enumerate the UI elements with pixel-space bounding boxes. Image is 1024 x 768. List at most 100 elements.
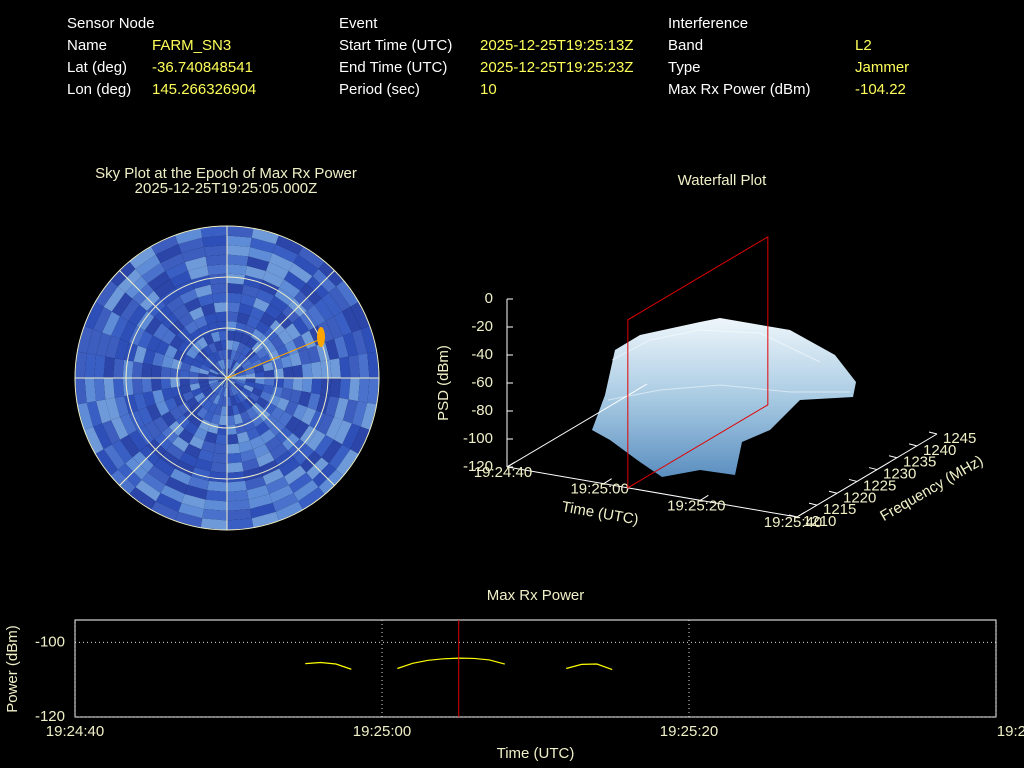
- sky-cell: [200, 384, 211, 393]
- sky-cell: [128, 304, 147, 326]
- sky-cell: [200, 226, 227, 238]
- sky-cell: [208, 402, 218, 414]
- sky-cell: [84, 426, 104, 454]
- sky-cell: [198, 324, 211, 337]
- sky-cell: [263, 341, 277, 355]
- section-title: Event: [339, 15, 378, 32]
- sky-cell: [241, 399, 252, 411]
- frequency-tick: [908, 443, 918, 447]
- sky-cell: [212, 292, 227, 304]
- sky-cell: [279, 458, 301, 477]
- sky-cell: [209, 381, 219, 388]
- sky-cell: [204, 312, 218, 325]
- frequency-tick-label: 1245: [943, 430, 976, 447]
- sky-cell: [212, 452, 227, 464]
- sky-cell: [329, 378, 341, 398]
- sky-cell: [241, 345, 252, 357]
- sky-cell: [96, 332, 111, 357]
- frequency-tick-label: 1230: [883, 466, 916, 483]
- sky-cell: [314, 435, 334, 458]
- sky-cell: [95, 280, 118, 307]
- sky-source: [317, 327, 325, 347]
- sky-cell: [220, 340, 227, 350]
- sky-cell: [151, 501, 179, 521]
- sky-cell: [234, 382, 244, 391]
- sky-cell: [75, 378, 87, 405]
- sky-cell: [212, 351, 221, 362]
- sky-cell: [236, 374, 246, 378]
- sky-cell: [233, 351, 242, 362]
- sky-cell: [135, 254, 161, 277]
- sky-cell: [273, 368, 284, 378]
- sky-cell: [175, 511, 203, 528]
- sky-cell: [208, 471, 227, 483]
- sky-cell: [250, 414, 264, 428]
- sky-cell: [252, 443, 270, 459]
- sky-cell: [243, 275, 263, 289]
- field-label: Lat (deg): [67, 59, 127, 76]
- sky-cell: [141, 363, 153, 378]
- sky-cell: [119, 321, 137, 343]
- sky-cell: [328, 444, 351, 470]
- sky-cell: [227, 235, 252, 248]
- sky-cell: [205, 254, 227, 266]
- power-line: [305, 657, 613, 671]
- sky-cell: [230, 349, 237, 361]
- sky-cell: [260, 312, 276, 328]
- sky-cell: [152, 416, 169, 433]
- sky-cell: [184, 320, 199, 335]
- epoch-plane: [627, 235, 769, 489]
- frequency-tick: [848, 478, 858, 482]
- sky-cell: [119, 413, 137, 435]
- sky-cell: [208, 371, 219, 377]
- sky-cell: [210, 331, 221, 343]
- sky-cell: [164, 397, 178, 412]
- sky-cell: [250, 502, 276, 519]
- sky-cell: [222, 396, 227, 407]
- y-tick-label: -100: [35, 633, 65, 650]
- sky-cell: [236, 312, 250, 325]
- sky-cell: [316, 342, 330, 362]
- sky-cell: [141, 378, 153, 393]
- time-axis-label: Time (UTC): [560, 498, 640, 528]
- sky-cell: [227, 283, 244, 294]
- sky-cell: [246, 315, 261, 329]
- z-tick-label: -40: [471, 346, 493, 363]
- sky-cell: [189, 365, 201, 374]
- sky-cell: [339, 378, 351, 400]
- sky-cell: [277, 411, 293, 427]
- sky-cell: [246, 427, 261, 441]
- field-value: 145.266326904: [152, 81, 256, 98]
- time-tick-label: 19:25:40: [764, 514, 822, 531]
- sky-cell: [227, 378, 231, 388]
- sky-cell: [223, 378, 227, 388]
- sky-cell: [239, 410, 251, 423]
- sky-cell: [113, 358, 125, 378]
- sky-cell: [231, 404, 240, 416]
- sky-cell: [280, 387, 293, 401]
- sky-cell: [110, 316, 129, 340]
- sky-cell: [251, 228, 279, 245]
- sky-cell: [228, 386, 234, 397]
- sky-cell: [198, 419, 211, 432]
- sky-cell: [298, 391, 312, 408]
- sky-cell: [128, 430, 147, 452]
- sky-cell: [170, 368, 181, 378]
- sky-cell: [238, 303, 253, 316]
- time-tick-label: 19:24:40: [474, 464, 532, 481]
- sky-cell: [357, 353, 370, 378]
- sky-cell: [132, 361, 143, 378]
- sky-cell: [208, 374, 218, 378]
- sky-cell: [227, 434, 239, 445]
- sky-cell: [75, 351, 87, 378]
- sky-cell: [283, 378, 294, 390]
- sky-cell: [197, 449, 214, 463]
- sky-cell: [270, 406, 285, 421]
- field-label: Lon (deg): [67, 81, 131, 98]
- field-label: Type: [668, 59, 701, 76]
- sky-cell: [262, 270, 284, 288]
- sky-cell: [244, 381, 256, 388]
- sky-cell: [285, 323, 302, 340]
- sky-cell: [217, 386, 224, 396]
